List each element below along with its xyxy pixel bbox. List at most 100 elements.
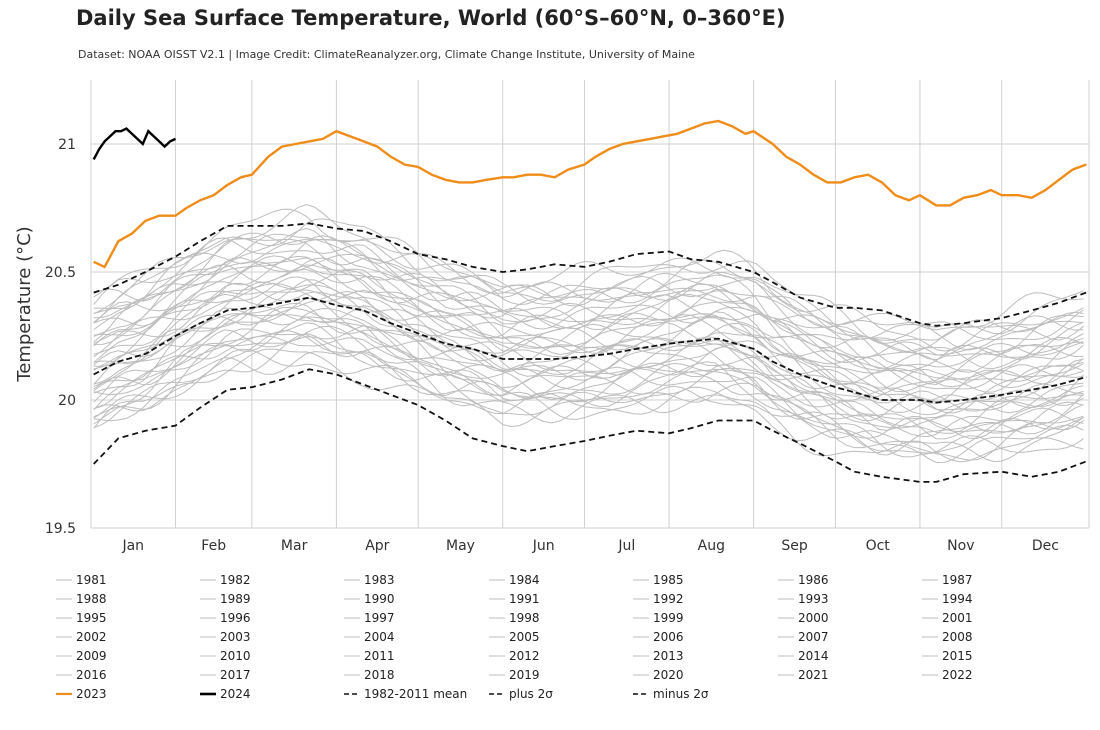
legend-label: 2005	[509, 630, 540, 644]
legend-item-2010[interactable]: 2010	[200, 649, 251, 663]
legend-item-2019[interactable]: 2019	[489, 668, 540, 682]
legend-item-1983[interactable]: 1983	[344, 573, 395, 587]
y-tick-label: 19.5	[45, 521, 76, 537]
legend-item-2008[interactable]: 2008	[922, 630, 973, 644]
series-2000	[93, 281, 1084, 414]
legend-label: 1995	[76, 611, 107, 625]
legend-item-1992[interactable]: 1992	[633, 592, 684, 606]
x-tick-label: Apr	[365, 538, 389, 554]
legend-label: 1998	[509, 611, 540, 625]
legend-label: plus 2σ	[509, 687, 553, 701]
y-tick-label: 21	[58, 137, 76, 153]
legend-item-2005[interactable]: 2005	[489, 630, 540, 644]
series-1997	[93, 305, 1084, 416]
legend-item-2001[interactable]: 2001	[922, 611, 973, 625]
legend-item-2000[interactable]: 2000	[778, 611, 829, 625]
legend-item-1994[interactable]: 1994	[922, 592, 973, 606]
legend-item-2018[interactable]: 2018	[344, 668, 395, 682]
legend-item-1999[interactable]: 1999	[633, 611, 684, 625]
legend-label: 1982-2011 mean	[364, 687, 467, 701]
series-1990	[93, 325, 1084, 438]
legend-item-1982-2011-mean[interactable]: 1982-2011 mean	[344, 687, 467, 701]
legend-item-2012[interactable]: 2012	[489, 649, 540, 663]
series-1999	[93, 284, 1084, 412]
legend-label: 2006	[653, 630, 684, 644]
chart-title: Daily Sea Surface Temperature, World (60…	[76, 6, 786, 30]
legend-item-1984[interactable]: 1984	[489, 573, 540, 587]
legend-item-minus-2σ[interactable]: minus 2σ	[633, 687, 709, 701]
legend-item-2015[interactable]: 2015	[922, 649, 973, 663]
legend-item-1990[interactable]: 1990	[344, 592, 395, 606]
legend-item-1989[interactable]: 1989	[200, 592, 251, 606]
legend-item-1981[interactable]: 1981	[56, 573, 107, 587]
series-2013	[93, 235, 1084, 370]
legend-label: 2022	[942, 668, 973, 682]
y-tick-label: 20.5	[45, 265, 76, 281]
series-2024	[92, 127, 177, 160]
legend-label: 1989	[220, 592, 251, 606]
legend-item-2024[interactable]: 2024	[200, 687, 251, 701]
series-1985	[93, 330, 1084, 461]
legend-label: 2016	[76, 668, 107, 682]
legend-label: 2017	[220, 668, 251, 682]
legend-label: minus 2σ	[653, 687, 709, 701]
legend-label: 2003	[220, 630, 251, 644]
legend-item-2021[interactable]: 2021	[778, 668, 829, 682]
y-axis-label: Temperature (°C)	[14, 226, 35, 382]
legend-label: 2024	[220, 687, 251, 701]
grid-layer	[90, 80, 1090, 529]
legend-item-2007[interactable]: 2007	[778, 630, 829, 644]
series-2020	[93, 218, 1084, 344]
x-tick-label: Sep	[781, 538, 808, 554]
legend-label: 2019	[509, 668, 540, 682]
legend-label: 1983	[364, 573, 395, 587]
series-1996	[93, 302, 1084, 411]
legend-item-1997[interactable]: 1997	[344, 611, 395, 625]
legend-label: 2013	[653, 649, 684, 663]
legend-item-2004[interactable]: 2004	[344, 630, 395, 644]
series-1981	[93, 348, 1084, 463]
legend-item-2022[interactable]: 2022	[922, 668, 973, 682]
legend-label: 1981	[76, 573, 107, 587]
series-2002	[93, 279, 1084, 399]
legend-label: 2020	[653, 668, 684, 682]
series-1983	[93, 350, 1084, 454]
legend-item-2023[interactable]: 2023	[56, 687, 107, 701]
legend-item-2006[interactable]: 2006	[633, 630, 684, 644]
legend-label: 2009	[76, 649, 107, 663]
legend-label: 1987	[942, 573, 973, 587]
legend-item-1995[interactable]: 1995	[56, 611, 107, 625]
legend-item-2013[interactable]: 2013	[633, 649, 684, 663]
legend[interactable]: 1981 1982 1983 1984 1985 1986 1987 1988 1989 1990…	[56, 573, 973, 701]
series-2006	[93, 257, 1084, 389]
legend-item-2017[interactable]: 2017	[200, 668, 251, 682]
legend-label: 1990	[364, 592, 395, 606]
legend-label: 2004	[364, 630, 395, 644]
legend-item-1996[interactable]: 1996	[200, 611, 251, 625]
legend-item-1991[interactable]: 1991	[489, 592, 540, 606]
legend-item-1988[interactable]: 1988	[56, 592, 107, 606]
legend-item-2020[interactable]: 2020	[633, 668, 684, 682]
legend-item-2002[interactable]: 2002	[56, 630, 107, 644]
legend-item-1993[interactable]: 1993	[778, 592, 829, 606]
x-tick-label: May	[446, 538, 475, 554]
legend-item-1986[interactable]: 1986	[778, 573, 829, 587]
legend-item-1998[interactable]: 1998	[489, 611, 540, 625]
legend-item-plus-2σ[interactable]: plus 2σ	[489, 687, 553, 701]
legend-label: 2012	[509, 649, 540, 663]
legend-label: 2000	[798, 611, 829, 625]
legend-item-2016[interactable]: 2016	[56, 668, 107, 682]
legend-item-1982[interactable]: 1982	[200, 573, 251, 587]
legend-label: 1985	[653, 573, 684, 587]
legend-label: 2011	[364, 649, 395, 663]
legend-item-2014[interactable]: 2014	[778, 649, 829, 663]
chart-subtitle: Dataset: NOAA OISST V2.1 | Image Credit:…	[78, 48, 695, 61]
legend-item-2003[interactable]: 2003	[200, 630, 251, 644]
legend-label: 1988	[76, 592, 107, 606]
legend-item-1987[interactable]: 1987	[922, 573, 973, 587]
legend-item-2009[interactable]: 2009	[56, 649, 107, 663]
legend-item-1985[interactable]: 1985	[633, 573, 684, 587]
series-2009	[93, 263, 1084, 372]
legend-item-2011[interactable]: 2011	[344, 649, 395, 663]
x-tick-label: Jan	[121, 538, 144, 554]
